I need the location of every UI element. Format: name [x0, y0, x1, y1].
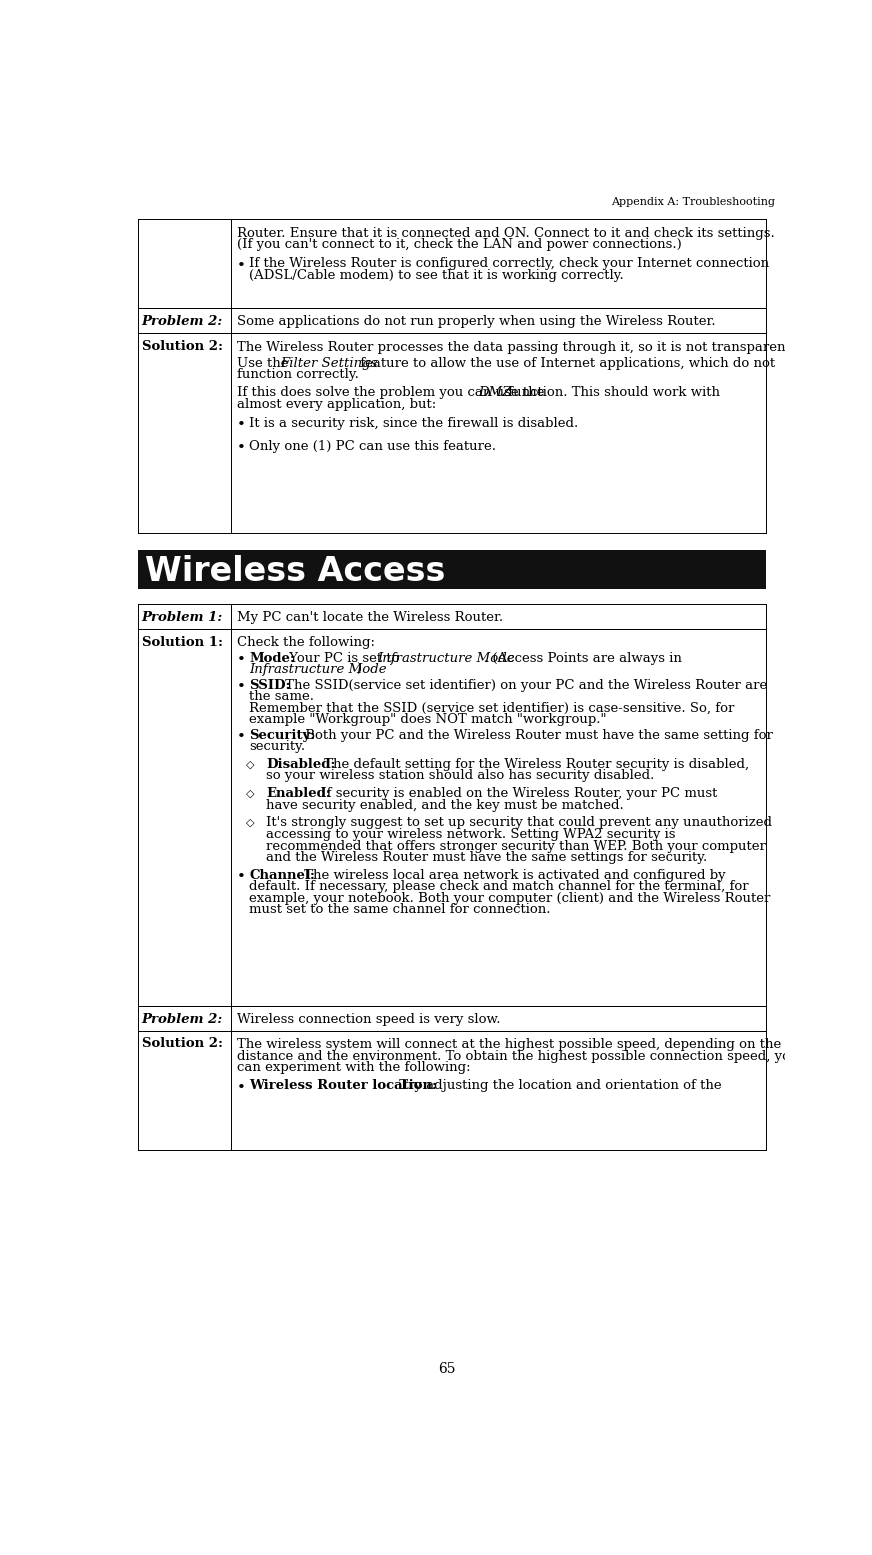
Text: have security enabled, and the key must be matched.: have security enabled, and the key must … — [266, 799, 624, 812]
Text: Problem 2:: Problem 2: — [141, 316, 223, 328]
Text: almost every application, but:: almost every application, but: — [237, 398, 436, 411]
Text: •: • — [237, 871, 246, 885]
Text: can experiment with the following:: can experiment with the following: — [237, 1062, 471, 1075]
Text: The Wireless Router processes the data passing through it, so it is not transpar: The Wireless Router processes the data p… — [237, 341, 795, 353]
Text: Security:: Security: — [249, 729, 316, 742]
Text: It is a security risk, since the firewall is disabled.: It is a security risk, since the firewal… — [249, 417, 578, 429]
Text: feature to allow the use of Internet applications, which do not: feature to allow the use of Internet app… — [356, 356, 774, 370]
Text: Solution 2:: Solution 2: — [141, 341, 222, 353]
Text: SSID:: SSID: — [249, 678, 290, 692]
Text: Some applications do not run properly when using the Wireless Router.: Some applications do not run properly wh… — [237, 316, 716, 328]
Text: Remember that the SSID (service set identifier) is case-sensitive. So, for: Remember that the SSID (service set iden… — [249, 701, 735, 715]
Text: default. If necessary, please check and match channel for the terminal, for: default. If necessary, please check and … — [249, 880, 749, 894]
Text: Your PC is set to: Your PC is set to — [285, 652, 404, 664]
Text: •: • — [237, 731, 246, 745]
Text: Wireless Access: Wireless Access — [146, 555, 446, 588]
Text: security.: security. — [249, 740, 305, 753]
Text: Solution 2:: Solution 2: — [141, 1037, 222, 1051]
Text: DMZ: DMZ — [479, 386, 512, 400]
Text: If the Wireless Router is configured correctly, check your Internet connection: If the Wireless Router is configured cor… — [249, 258, 769, 271]
Text: and the Wireless Router must have the same settings for security.: and the Wireless Router must have the sa… — [266, 851, 707, 865]
Text: •: • — [237, 442, 246, 456]
Text: The wireless local area network is activated and configured by: The wireless local area network is activ… — [300, 869, 726, 882]
Text: distance and the environment. To obtain the highest possible connection speed, y: distance and the environment. To obtain … — [237, 1050, 799, 1062]
Text: If security is enabled on the Wireless Router, your PC must: If security is enabled on the Wireless R… — [317, 787, 717, 801]
Text: Only one (1) PC can use this feature.: Only one (1) PC can use this feature. — [249, 440, 496, 453]
Text: the same.: the same. — [249, 690, 314, 703]
Text: Enabled:: Enabled: — [266, 787, 331, 801]
Text: accessing to your wireless network. Setting WPA2 security is: accessing to your wireless network. Sett… — [266, 827, 676, 841]
Text: Both your PC and the Wireless Router must have the same setting for: Both your PC and the Wireless Router mus… — [301, 729, 773, 742]
Text: so your wireless station should also has security disabled.: so your wireless station should also has… — [266, 770, 655, 782]
Text: Use the: Use the — [237, 356, 293, 370]
Text: Infrastructure Mode: Infrastructure Mode — [249, 664, 387, 676]
Text: example, your notebook. Both your computer (client) and the Wireless Router: example, your notebook. Both your comput… — [249, 893, 771, 905]
Text: It's strongly suggest to set up security that could prevent any unauthorized: It's strongly suggest to set up security… — [266, 816, 773, 829]
Text: My PC can't locate the Wireless Router.: My PC can't locate the Wireless Router. — [237, 611, 503, 624]
Text: Mode:: Mode: — [249, 652, 295, 664]
Text: function correctly.: function correctly. — [237, 369, 358, 381]
Text: function. This should work with: function. This should work with — [504, 386, 720, 400]
Text: . (Access Points are always in: . (Access Points are always in — [484, 652, 681, 664]
Text: Router. Ensure that it is connected and ON. Connect to it and check its settings: Router. Ensure that it is connected and … — [237, 227, 774, 239]
Text: Wireless Router location:: Wireless Router location: — [249, 1079, 437, 1092]
Text: •: • — [237, 260, 246, 274]
Text: ◇: ◇ — [246, 788, 255, 799]
Text: Channel:: Channel: — [249, 869, 315, 882]
Text: ): ) — [356, 664, 361, 676]
Text: ◇: ◇ — [246, 759, 255, 770]
Text: If this does solve the problem you can use the: If this does solve the problem you can u… — [237, 386, 548, 400]
Text: Problem 1:: Problem 1: — [141, 611, 223, 624]
Text: Infrastructure Mode: Infrastructure Mode — [377, 652, 514, 664]
Text: Check the following:: Check the following: — [237, 636, 375, 650]
Text: •: • — [237, 653, 246, 667]
Bar — [138, 550, 766, 588]
Text: •: • — [237, 1081, 246, 1095]
Text: Solution 1:: Solution 1: — [141, 636, 222, 648]
Text: must set to the same channel for connection.: must set to the same channel for connect… — [249, 903, 551, 916]
Text: Problem 2:: Problem 2: — [141, 1012, 223, 1026]
Text: ◇: ◇ — [246, 818, 255, 827]
Text: •: • — [237, 418, 246, 432]
Text: •: • — [237, 680, 246, 694]
Text: Wireless connection speed is very slow.: Wireless connection speed is very slow. — [237, 1012, 501, 1026]
Text: Appendix A: Troubleshooting: Appendix A: Troubleshooting — [611, 197, 775, 207]
Text: 65: 65 — [438, 1362, 456, 1376]
Text: The wireless system will connect at the highest possible speed, depending on the: The wireless system will connect at the … — [237, 1039, 781, 1051]
Text: example "Workgroup" does NOT match "workgroup.": example "Workgroup" does NOT match "work… — [249, 714, 607, 726]
Text: Filter Settings: Filter Settings — [280, 356, 378, 370]
Text: (If you can't connect to it, check the LAN and power connections.): (If you can't connect to it, check the L… — [237, 238, 682, 252]
Text: Disabled:: Disabled: — [266, 757, 336, 771]
Text: (ADSL/Cable modem) to see that it is working correctly.: (ADSL/Cable modem) to see that it is wor… — [249, 269, 624, 281]
Text: The default setting for the Wireless Router security is disabled,: The default setting for the Wireless Rou… — [320, 757, 749, 771]
Text: Try adjusting the location and orientation of the: Try adjusting the location and orientati… — [395, 1079, 722, 1092]
Text: The SSID(service set identifier) on your PC and the Wireless Router are: The SSID(service set identifier) on your… — [282, 678, 767, 692]
Text: recommended that offers stronger security than WEP. Both your computer: recommended that offers stronger securit… — [266, 840, 766, 852]
